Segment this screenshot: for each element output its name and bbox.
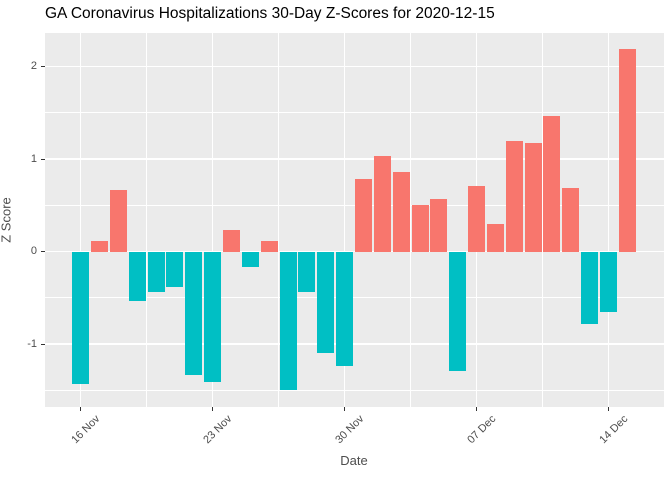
bar-21-nov: [166, 251, 184, 287]
bar-01-dec: [354, 178, 372, 252]
x-tick-label: 30 Nov: [332, 413, 367, 447]
x-tick-label: 07 Dec: [464, 413, 499, 447]
bar-04-dec: [411, 204, 429, 252]
gridline-minor-y: [45, 112, 664, 114]
bar-05-dec: [430, 198, 448, 252]
y-tick-label: 0: [30, 245, 37, 258]
gridline-major-x: [79, 33, 82, 407]
gridline-major-y: [45, 65, 664, 68]
bar-26-nov: [260, 240, 278, 252]
bar-30-nov: [336, 251, 354, 367]
gridline-minor-y: [45, 204, 664, 206]
x-tick-mark: [476, 407, 478, 411]
x-axis-title: Date: [340, 453, 368, 468]
bar-12-dec: [562, 187, 580, 252]
bar-19-nov: [128, 251, 146, 301]
gridline-major-x: [211, 33, 214, 407]
bar-03-dec: [392, 172, 410, 252]
y-tick-label: 1: [30, 152, 37, 165]
bar-08-dec: [486, 223, 504, 252]
x-tick-label: 14 Dec: [596, 413, 630, 447]
gridline-major-y: [45, 158, 664, 160]
bar-27-nov: [279, 251, 297, 390]
bar-24-nov: [223, 230, 240, 252]
y-axis-title: Z Score: [0, 197, 14, 243]
bar-25-nov: [241, 251, 259, 268]
y-tick-mark: [41, 343, 45, 345]
gridline-minor-x: [278, 33, 280, 407]
bar-16-nov: [72, 251, 90, 384]
bar-17-nov: [91, 240, 109, 252]
y-tick-mark: [41, 158, 45, 160]
x-tick-mark: [212, 407, 214, 411]
bar-22-nov: [185, 251, 203, 375]
bar-14-dec: [600, 251, 617, 312]
bar-18-nov: [109, 189, 127, 252]
y-tick-mark: [41, 251, 45, 253]
x-tick-mark: [608, 407, 609, 411]
x-tick-mark: [344, 407, 346, 411]
bar-23-nov: [204, 251, 222, 383]
bar-13-dec: [581, 251, 599, 324]
gridline-minor-y: [45, 389, 664, 391]
gridline-minor-y: [45, 297, 664, 299]
gridline-minor-x: [542, 33, 544, 407]
y-tick-label: -1: [27, 337, 37, 350]
bar-20-nov: [147, 251, 165, 293]
plot-panel: [45, 33, 664, 407]
bar-06-dec: [449, 251, 467, 371]
gridline-major-y: [45, 343, 664, 345]
bar-15-dec: [618, 49, 636, 252]
bar-07-dec: [468, 186, 486, 252]
bar-11-dec: [543, 115, 561, 252]
bar-28-nov: [298, 251, 316, 293]
bar-29-nov: [317, 251, 335, 353]
bar-10-dec: [524, 142, 542, 252]
bar-02-dec: [373, 155, 391, 252]
gridline-minor-x: [146, 33, 148, 407]
y-tick-label: 2: [30, 60, 37, 73]
gridline-major-y: [45, 250, 664, 253]
gridline-major-x: [607, 33, 610, 407]
gridline-minor-x: [410, 33, 412, 407]
x-tick-label: 16 Nov: [69, 413, 103, 447]
bar-09-dec: [505, 140, 523, 252]
y-tick-mark: [41, 66, 45, 68]
chart-title: GA Coronavirus Hospitalizations 30-Day Z…: [45, 5, 495, 22]
x-tick-mark: [80, 407, 82, 411]
x-tick-label: 23 Nov: [201, 413, 235, 447]
gridline-major-x: [343, 33, 346, 407]
